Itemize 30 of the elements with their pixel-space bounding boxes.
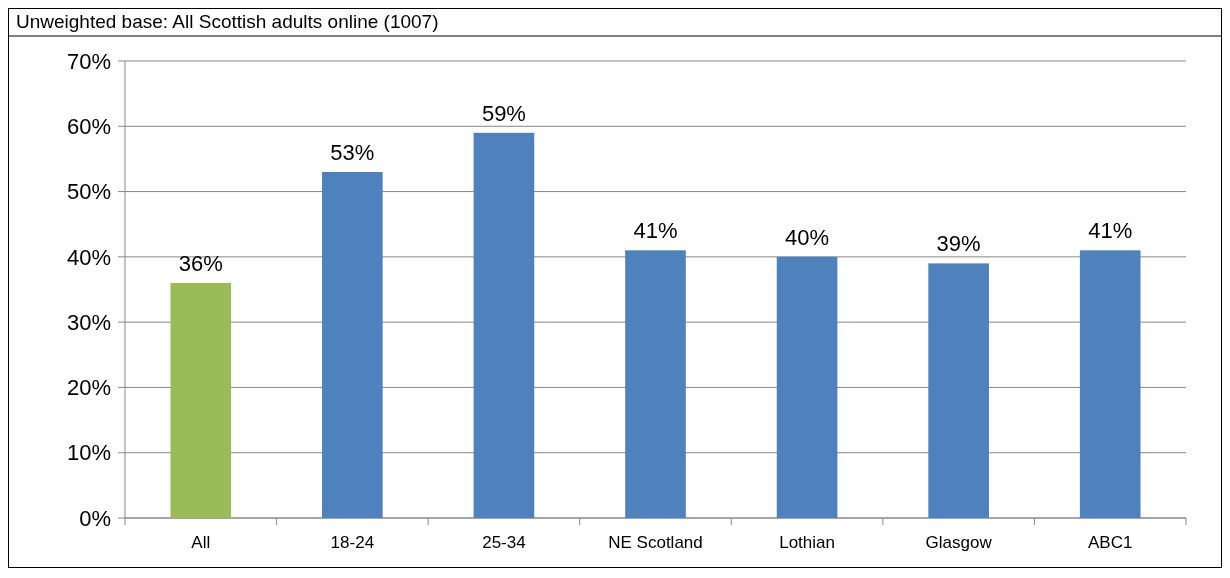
bar <box>322 171 383 518</box>
bar <box>776 256 838 518</box>
data-label: 59% <box>481 100 526 126</box>
data-label: 41% <box>633 218 678 244</box>
data-label: 40% <box>785 224 830 250</box>
x-tick-label: 25-34 <box>482 533 526 552</box>
bar <box>170 282 232 518</box>
y-tick-label: 10% <box>66 440 111 466</box>
y-tick-label: 50% <box>66 179 111 205</box>
y-tick-label: 60% <box>66 113 111 139</box>
bar <box>473 132 535 518</box>
y-tick-label: 40% <box>66 244 111 270</box>
y-tick-label: 0% <box>79 505 111 531</box>
x-tick-label: Glasgow <box>925 533 993 552</box>
y-tick-label: 70% <box>66 48 111 74</box>
x-tick-label: NE Scotland <box>608 533 703 552</box>
x-tick-label: 18-24 <box>330 533 375 552</box>
bar <box>1079 250 1141 518</box>
x-tick-label: Lothian <box>779 533 835 552</box>
x-tick-label: ABC1 <box>1088 533 1133 552</box>
data-label: 53% <box>330 139 375 165</box>
data-label: 39% <box>936 231 981 257</box>
text: Unweighted base: All Scottish adults online (1007) <box>16 11 439 32</box>
data-label: 41% <box>1088 218 1133 244</box>
data-label: 36% <box>178 250 223 276</box>
x-tick-label: All <box>191 533 211 552</box>
bar <box>625 250 686 518</box>
y-tick-label: 30% <box>66 309 111 335</box>
y-tick-label: 20% <box>66 375 111 401</box>
bar <box>928 263 989 518</box>
